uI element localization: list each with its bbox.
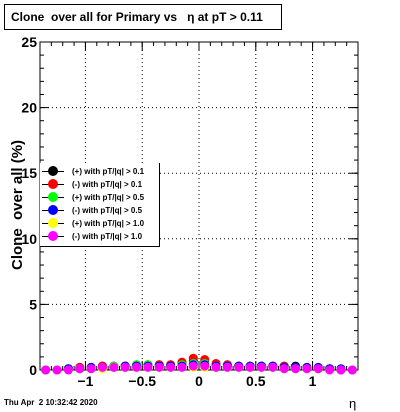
data-point: [234, 362, 244, 372]
y-tick-label: 25: [21, 34, 37, 50]
legend-label: (-) with pT/|q| > 0.1: [72, 180, 143, 189]
y-tick-label: 20: [21, 100, 37, 116]
legend: (+) with pT/|q| > 0.1 (-) with pT/|q| > …: [40, 163, 160, 247]
legend-label: (+) with pT/|q| > 1.0: [72, 219, 145, 228]
data-point: [143, 362, 153, 372]
legend-label: (-) with pT/|q| > 0.5: [72, 206, 143, 215]
legend-marker: [48, 179, 58, 189]
chart-title: Clone over all for Primary vs η at pT > …: [4, 4, 282, 30]
data-point: [86, 364, 96, 374]
data-point: [177, 362, 187, 372]
legend-entry: (+) with pT/|q| > 0.1: [42, 165, 160, 178]
legend-marker: [48, 205, 58, 215]
data-point: [41, 365, 51, 375]
legend-marker: [48, 192, 58, 202]
data-point: [245, 362, 255, 372]
legend-marker: [48, 166, 58, 176]
data-point: [120, 362, 130, 372]
data-point: [256, 362, 266, 372]
timestamp-footer: Thu Apr 2 10:32:42 2020: [4, 398, 98, 407]
y-tick-label: 0: [29, 362, 37, 378]
data-point: [132, 362, 142, 372]
data-point: [222, 362, 232, 372]
data-point: [268, 362, 278, 372]
data-point: [291, 364, 301, 374]
y-tick-label: 15: [21, 165, 37, 181]
data-point: [188, 361, 198, 371]
data-point: [336, 365, 346, 375]
data-point: [109, 362, 119, 372]
data-point: [211, 362, 221, 372]
x-tick-label: −0.5: [128, 373, 156, 389]
data-point: [302, 364, 312, 374]
legend-marker: [48, 218, 58, 228]
legend-label: (+) with pT/|q| > 0.1: [72, 167, 145, 176]
data-point: [325, 365, 335, 375]
data-point: [200, 361, 210, 371]
x-tick-label: 1: [309, 373, 317, 389]
legend-label: (+) with pT/|q| > 0.5: [72, 193, 145, 202]
data-point: [75, 364, 85, 374]
x-tick-label: 0.5: [246, 373, 266, 389]
x-tick-label: 0: [195, 373, 203, 389]
data-point: [97, 362, 107, 372]
legend-label: (-) with pT/|q| > 1.0: [72, 232, 143, 241]
y-tick-label: 10: [21, 231, 37, 247]
y-tick-label: 5: [29, 296, 37, 312]
data-point: [154, 362, 164, 372]
legend-entry: (-) with pT/|q| > 0.1: [42, 178, 160, 191]
data-points: [41, 353, 357, 375]
legend-entry: (+) with pT/|q| > 1.0: [42, 217, 160, 230]
legend-entry: (-) with pT/|q| > 0.5: [42, 204, 160, 217]
data-point: [52, 365, 62, 375]
data-point: [166, 362, 176, 372]
y-axis-label: Clone over all (%): [9, 139, 26, 270]
x-axis-label: η: [349, 396, 357, 411]
data-point: [63, 365, 73, 375]
legend-entry: (-) with pT/|q| > 1.0: [42, 230, 160, 243]
data-point: [279, 364, 289, 374]
data-point: [313, 364, 323, 374]
legend-entry: (+) with pT/|q| > 0.5: [42, 191, 160, 204]
data-point: [347, 365, 357, 375]
legend-marker: [48, 231, 58, 241]
x-tick-label: −1: [77, 373, 93, 389]
